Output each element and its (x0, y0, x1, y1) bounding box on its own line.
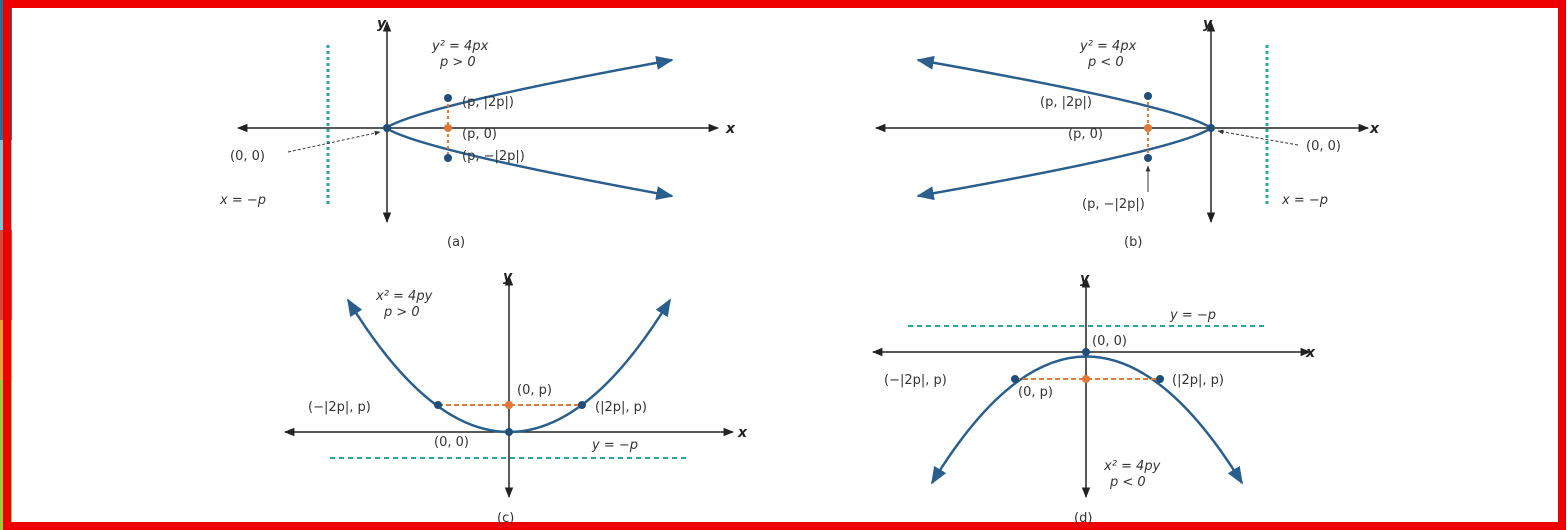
panel-c: x y y = −p x² = 4py p > 0 (0, p) (−|2p|,… (283, 269, 748, 526)
panel-c-caption: (c) (497, 511, 514, 526)
panel-b-vertex-pointer (1217, 129, 1299, 146)
panel-d-y-axis-label: y (1080, 271, 1090, 287)
panel-b-focus-label: (p, 0) (1068, 127, 1103, 142)
panel-c-left-endpoint-label: (−|2p|, p) (308, 400, 371, 415)
panel-c-y-axis-label: y (503, 269, 513, 285)
panel-a: x y x = −p y² = 4px p > 0 (p, |2p|) (p, … (219, 16, 736, 250)
panel-b-condition: p < 0 (1087, 55, 1124, 70)
panel-c-left-endpoint (434, 401, 442, 409)
panel-a-focus-label: (p, 0) (462, 127, 497, 142)
panel-a-equation: y² = 4px (431, 39, 489, 54)
panel-c-vertex-label: (0, 0) (434, 435, 469, 450)
panel-c-right-endpoint-label: (|2p|, p) (595, 400, 647, 415)
panel-b-vertex-label: (0, 0) (1306, 139, 1341, 154)
panel-b-directrix-label: x = −p (1281, 193, 1328, 208)
red-frame (3, 0, 1566, 530)
panel-b-y-axis-label: y (1203, 16, 1213, 32)
panel-a-caption: (a) (447, 235, 465, 250)
panel-b-vertex-point (1207, 124, 1215, 132)
panel-b-caption: (b) (1124, 235, 1142, 250)
panel-c-condition: p > 0 (383, 305, 420, 320)
panel-a-vertex-label: (0, 0) (230, 149, 265, 164)
panel-d-focus-label: (0, p) (1018, 385, 1053, 400)
panel-b: x y x = −p y² = 4px p < 0 (p, |2p|) (p, … (874, 16, 1380, 250)
panel-a-upper-endpoint-label: (p, |2p|) (462, 95, 514, 110)
panel-d-vertex-label: (0, 0) (1092, 334, 1127, 349)
panel-d-directrix-label: y = −p (1169, 308, 1216, 323)
panel-b-x-axis-label: x (1369, 121, 1380, 137)
panel-a-x-axis-label: x (725, 121, 736, 137)
panel-d-focus-point (1082, 375, 1090, 383)
panel-a-y-axis-label: y (377, 16, 387, 32)
panel-c-directrix-label: y = −p (591, 438, 638, 453)
panel-d: x y y = −p (0, 0) (−|2p|, p) (|2p|, p) (… (871, 271, 1316, 526)
panel-a-focus-point (444, 124, 452, 132)
panel-a-vertex-point (383, 124, 391, 132)
panel-d-x-axis-label: x (1305, 345, 1316, 361)
panel-a-upper-endpoint (444, 94, 452, 102)
panel-a-directrix-label: x = −p (219, 193, 266, 208)
panel-d-vertex-point (1082, 348, 1090, 356)
panel-d-right-endpoint (1156, 375, 1164, 383)
panel-c-equation: x² = 4py (375, 289, 433, 304)
panel-d-right-endpoint-label: (|2p|, p) (1172, 373, 1224, 388)
panel-c-focus-point (505, 401, 513, 409)
panel-d-condition: p < 0 (1109, 475, 1146, 490)
panel-d-equation: x² = 4py (1103, 459, 1161, 474)
panel-d-caption: (d) (1074, 511, 1092, 526)
panel-c-x-axis-label: x (737, 425, 748, 441)
panel-d-parabola (930, 355, 1244, 485)
panel-c-right-endpoint (578, 401, 586, 409)
panel-a-lower-endpoint (444, 154, 452, 162)
panel-b-equation: y² = 4px (1079, 39, 1137, 54)
panel-a-condition: p > 0 (439, 55, 476, 70)
panel-b-lower-endpoint-label: (p, −|2p|) (1082, 197, 1145, 212)
panel-a-vertex-pointer (287, 130, 381, 153)
panel-c-vertex-point (505, 428, 513, 436)
panel-d-left-endpoint (1011, 375, 1019, 383)
panel-b-lower-endpoint (1144, 154, 1152, 162)
panel-d-left-endpoint-label: (−|2p|, p) (884, 373, 947, 388)
panel-b-focus-point (1144, 124, 1152, 132)
panel-a-lower-endpoint-label: (p, −|2p|) (462, 149, 525, 164)
panel-c-focus-label: (0, p) (517, 383, 552, 398)
panel-b-upper-endpoint (1144, 92, 1152, 100)
panel-b-upper-endpoint-label: (p, |2p|) (1040, 95, 1092, 110)
